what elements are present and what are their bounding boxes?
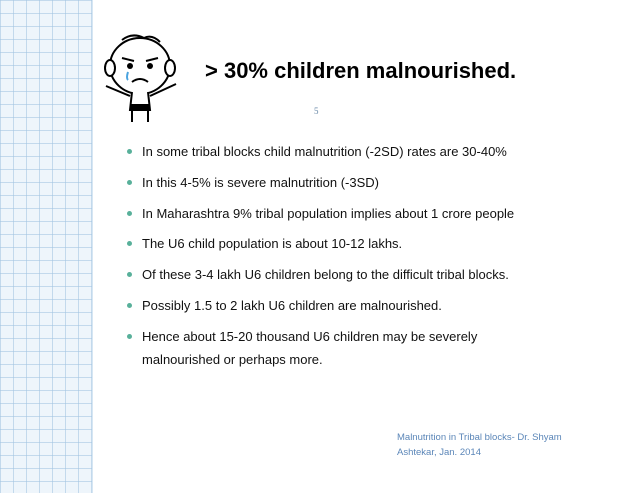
slide-title: > 30% children malnourished. <box>205 58 517 83</box>
page-number: 5 <box>314 106 319 116</box>
bullet-item: Of these 3-4 lakh U6 children belong to … <box>125 263 522 286</box>
bullet-item: Possibly 1.5 to 2 lakh U6 children are m… <box>125 294 522 317</box>
bullet-list: In some tribal blocks child malnutrition… <box>125 140 522 379</box>
bullet-item: The U6 child population is about 10-12 l… <box>125 232 522 255</box>
footer: Malnutrition in Tribal blocks- Dr. Shyam… <box>397 432 562 458</box>
bullet-item: In some tribal blocks child malnutrition… <box>125 140 522 163</box>
decor-strip <box>0 0 92 493</box>
decor-line <box>92 0 93 493</box>
bullet-item: Hence about 15-20 thousand U6 children m… <box>125 325 522 371</box>
bullet-item: In Maharashtra 9% tribal population impl… <box>125 202 522 225</box>
cartoon-child <box>104 34 177 122</box>
bullet-item: In this 4-5% is severe malnutrition (-3S… <box>125 171 522 194</box>
